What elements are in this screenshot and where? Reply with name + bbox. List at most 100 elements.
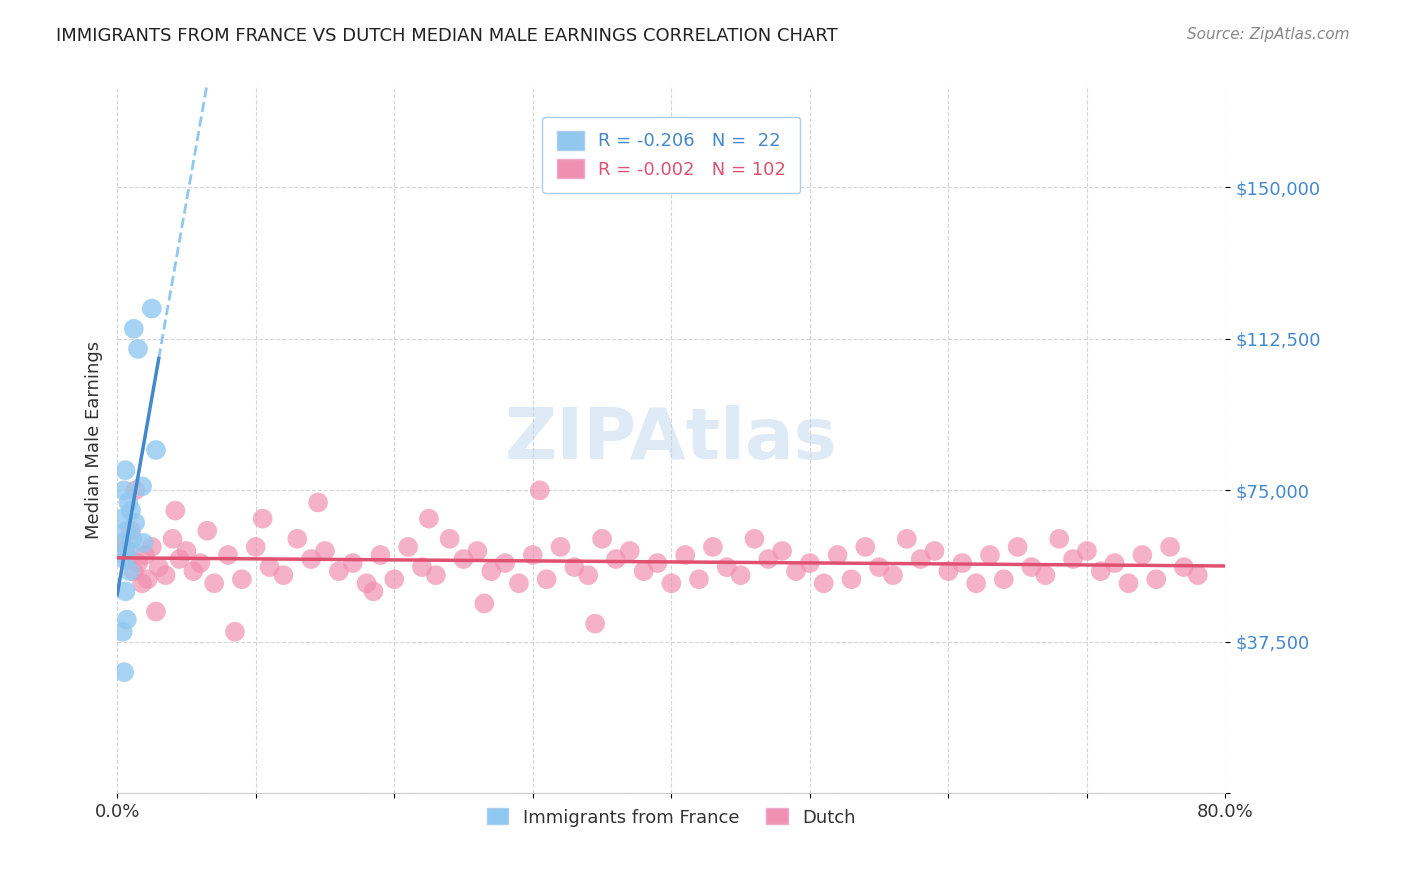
Point <box>342 556 364 570</box>
Point <box>111 536 134 550</box>
Point <box>938 564 960 578</box>
Point <box>564 560 586 574</box>
Point <box>363 584 385 599</box>
Point <box>453 552 475 566</box>
Point <box>112 483 135 498</box>
Point <box>134 548 156 562</box>
Point <box>910 552 932 566</box>
Point <box>841 572 863 586</box>
Point <box>132 536 155 550</box>
Point <box>202 576 225 591</box>
Point <box>273 568 295 582</box>
Point <box>121 532 143 546</box>
Point <box>647 556 669 570</box>
Legend: Immigrants from France, Dutch: Immigrants from France, Dutch <box>479 801 863 834</box>
Y-axis label: Median Male Earnings: Median Male Earnings <box>86 341 103 539</box>
Point <box>785 564 807 578</box>
Point <box>111 624 134 639</box>
Point <box>127 342 149 356</box>
Point <box>993 572 1015 586</box>
Point <box>1159 540 1181 554</box>
Point <box>169 552 191 566</box>
Point <box>307 495 329 509</box>
Point <box>1021 560 1043 574</box>
Point <box>120 503 142 517</box>
Point <box>411 560 433 574</box>
Point <box>494 556 516 570</box>
Point <box>979 548 1001 562</box>
Point <box>1130 548 1153 562</box>
Point <box>425 568 447 582</box>
Point <box>730 568 752 582</box>
Point <box>522 548 544 562</box>
Point <box>1047 532 1070 546</box>
Point <box>550 540 572 554</box>
Point <box>396 540 419 554</box>
Point <box>122 322 145 336</box>
Point <box>896 532 918 546</box>
Point <box>120 524 142 538</box>
Point <box>136 572 159 586</box>
Point <box>467 544 489 558</box>
Point <box>659 576 682 591</box>
Point <box>115 613 138 627</box>
Point <box>536 572 558 586</box>
Point <box>702 540 724 554</box>
Point <box>165 503 187 517</box>
Point <box>118 564 141 578</box>
Point <box>259 560 281 574</box>
Point <box>231 572 253 586</box>
Point <box>799 556 821 570</box>
Point <box>162 532 184 546</box>
Point <box>155 568 177 582</box>
Point <box>418 511 440 525</box>
Point <box>479 564 502 578</box>
Point <box>124 483 146 498</box>
Point <box>1062 552 1084 566</box>
Point <box>882 568 904 582</box>
Point <box>224 624 246 639</box>
Point <box>112 552 135 566</box>
Point <box>117 544 139 558</box>
Point <box>195 524 218 538</box>
Point <box>827 548 849 562</box>
Point <box>131 479 153 493</box>
Point <box>148 560 170 574</box>
Point <box>122 564 145 578</box>
Point <box>1187 568 1209 582</box>
Point <box>285 532 308 546</box>
Point <box>529 483 551 498</box>
Point <box>673 548 696 562</box>
Point <box>117 495 139 509</box>
Point <box>924 544 946 558</box>
Point <box>965 576 987 591</box>
Point <box>110 511 132 525</box>
Point <box>744 532 766 546</box>
Point <box>145 605 167 619</box>
Point <box>370 548 392 562</box>
Point <box>124 516 146 530</box>
Point <box>619 544 641 558</box>
Point <box>112 665 135 680</box>
Text: ZIPAtlas: ZIPAtlas <box>505 405 838 475</box>
Point <box>605 552 627 566</box>
Point <box>756 552 779 566</box>
Point <box>1007 540 1029 554</box>
Point <box>770 544 793 558</box>
Point <box>1144 572 1167 586</box>
Point <box>145 442 167 457</box>
Point <box>252 511 274 525</box>
Point <box>299 552 322 566</box>
Point <box>111 536 134 550</box>
Point <box>176 544 198 558</box>
Point <box>716 560 738 574</box>
Point <box>1118 576 1140 591</box>
Point <box>1104 556 1126 570</box>
Point <box>382 572 405 586</box>
Point <box>853 540 876 554</box>
Point <box>633 564 655 578</box>
Point <box>141 301 163 316</box>
Point <box>868 560 890 574</box>
Point <box>117 552 139 566</box>
Point <box>1090 564 1112 578</box>
